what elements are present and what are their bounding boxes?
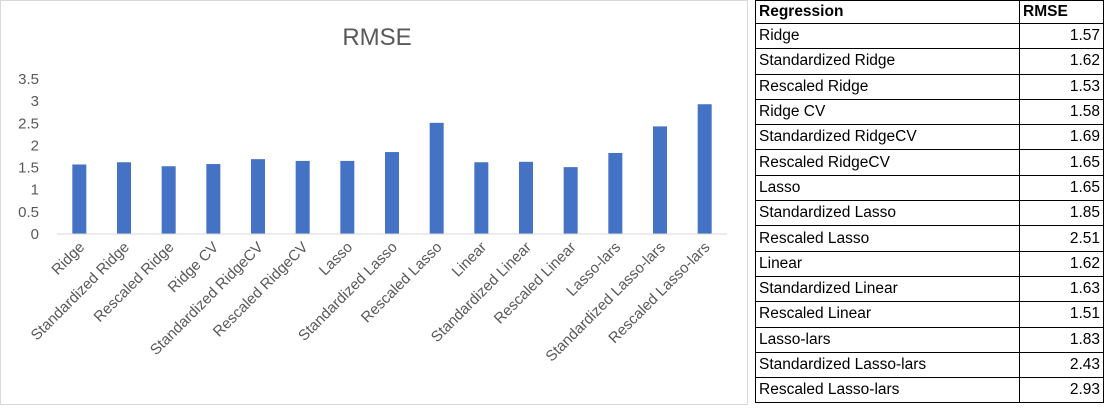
bar [117,162,131,234]
rmse-cell: 1.53 [1019,73,1104,100]
regression-cell: Rescaled Lasso-lars [755,377,1020,404]
table-row: Rescaled Linear 1.51 [755,301,1104,328]
rmse-cell: 1.62 [1019,48,1104,75]
y-tick-label: 1.5 [18,160,39,177]
regression-cell: Standardized RidgeCV [755,124,1020,151]
table-row: Lasso 1.65 [755,174,1104,202]
table-row: Standardized Lasso 1.85 [755,200,1104,227]
table-row: Rescaled RidgeCV 1.65 [755,149,1104,176]
table-row: Standardized Linear 1.63 [755,275,1104,303]
bar [608,152,623,234]
x-tick-label: Ridge [48,239,88,279]
x-tick-label: Rescaled Lasso [358,239,445,326]
regression-cell: Rescaled Ridge [755,73,1020,100]
rmse-cell: 1.58 [1019,98,1104,126]
bar [385,152,399,234]
rmse-cell: 1.62 [1019,250,1104,277]
rmse-cell: 1.83 [1019,326,1104,353]
rmse-cell: 1.65 [1019,174,1104,202]
rmse-table-panel: Regression RMSE Ridge 1.57 Standardized Ri… [755,0,1104,405]
x-tick-label: Rescaled Ridge [91,239,178,326]
bar [161,166,176,234]
regression-cell: Rescaled Linear [755,301,1020,328]
rmse-cell: 1.69 [1019,124,1104,151]
y-tick-label: 2 [31,137,39,154]
bar [563,167,578,234]
regression-cell: Ridge CV [755,98,1020,126]
rmse-cell: 1.63 [1019,275,1104,303]
regression-cell: Ridge [755,22,1020,50]
table-row: Standardized RidgeCV 1.69 [755,124,1104,151]
regression-cell: Standardized Linear [755,275,1020,303]
y-tick-label: 1 [31,182,39,199]
chart-panel: RMSE 0 0.5 1 1.5 2 2.5 3 3.5 Ridge Standardized … [0,0,748,405]
regression-cell: Linear [755,250,1020,277]
table-row: Standardized Ridge 1.62 [755,48,1104,75]
x-tick-label: Rescaled Linear [491,239,580,328]
bar [653,126,667,234]
bar [340,160,355,234]
regression-cell: Rescaled Lasso [755,225,1020,252]
bar [251,159,265,234]
y-tick-label: 3.5 [18,71,39,88]
regression-cell: Standardized Lasso [755,200,1020,227]
regression-cell: Standardized Ridge [755,48,1020,75]
x-tick-label: Lasso [316,239,356,279]
regression-cell: Rescaled RidgeCV [755,149,1020,176]
bar [519,161,533,234]
regression-cell: Lasso [755,174,1020,202]
x-tick-label: Linear [449,239,491,281]
bar [474,162,489,234]
regression-cell: Lasso-lars [755,326,1020,353]
rmse-cell: 2.43 [1019,351,1104,379]
bar [206,164,221,234]
table-row: Standardized Lasso-lars 2.43 [755,351,1104,379]
bar [72,164,87,234]
rmse-table: Regression RMSE Ridge 1.57 Standardized Ri… [755,0,1104,404]
table-row: Rescaled Ridge 1.53 [755,73,1104,100]
table-row: Ridge 1.57 [755,22,1104,50]
rmse-cell: 2.51 [1019,225,1104,252]
header-rmse: RMSE [1019,0,1104,24]
table-row: Rescaled Lasso-lars 2.93 [755,377,1104,404]
table-row: Rescaled Lasso 2.51 [755,225,1104,252]
y-tick-label: 0.5 [18,204,39,221]
regression-cell: Standardized Lasso-lars [755,351,1020,379]
rmse-cell: 2.93 [1019,377,1104,404]
rmse-cell: 1.51 [1019,301,1104,328]
chart-title: RMSE [342,24,411,51]
rmse-cell: 1.85 [1019,200,1104,227]
y-tick-label: 3 [31,93,39,110]
bar [295,160,310,234]
table-row: Lasso-lars 1.83 [755,326,1104,353]
table-header-row: Regression RMSE [755,0,1104,24]
y-tick-label: 2.5 [18,115,39,132]
bar [697,104,712,234]
rmse-cell: 1.65 [1019,149,1104,176]
bar-chart: RMSE 00.511.522.533.5 RidgeStandardized … [18,24,727,365]
rmse-cell: 1.57 [1019,22,1104,50]
table-row: Ridge CV 1.58 [755,98,1104,126]
header-regression: Regression [755,0,1020,24]
table-row: Linear 1.62 [755,250,1104,277]
bar [429,122,444,234]
y-tick-label: 0 [31,226,39,243]
